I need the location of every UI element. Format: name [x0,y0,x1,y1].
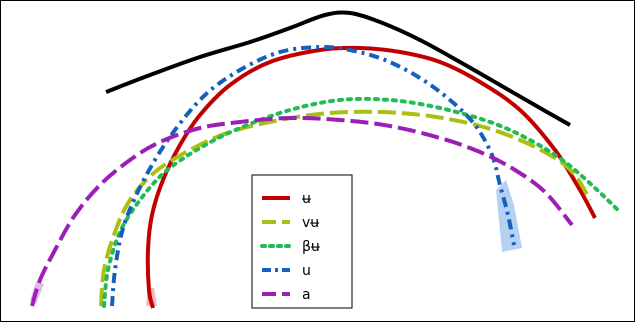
legend-entry: vʉ [262,215,319,231]
legend-entry: βʉ [260,239,320,255]
series-line-0 [145,45,597,309]
series-line-3 [110,44,516,307]
legend-entry: a [262,287,311,303]
legend-label: ʉ [302,191,311,207]
series-line-5 [105,10,571,127]
legend-entry: ʉ [262,191,311,207]
legend-label: u [302,263,311,279]
legend-items: ʉ vʉ βʉ ua [260,191,320,303]
legend-label: a [302,287,311,303]
legend-label: βʉ [302,239,320,255]
series-line-4 [30,115,574,307]
legend-entry: u [262,263,311,279]
series-lines [30,10,622,309]
series-line-2 [102,96,622,308]
legend-label: vʉ [302,215,319,231]
legend: ʉ vʉ βʉ ua [251,174,353,309]
